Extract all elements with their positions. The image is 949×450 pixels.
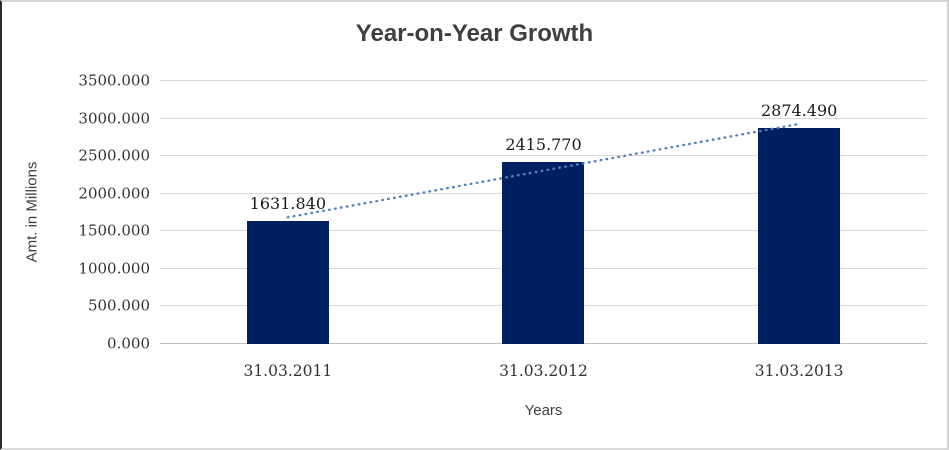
- category-slot: 2415.770: [416, 81, 672, 344]
- bar: [502, 162, 585, 344]
- category-slot: 1631.840: [160, 81, 416, 344]
- gridline: [160, 117, 927, 119]
- y-tick-label: 2000.000: [78, 184, 150, 203]
- bar-data-label: 2874.490: [760, 101, 838, 121]
- y-tick-label: 3000.000: [78, 109, 150, 128]
- y-axis-tick-labels: 0.000 500.000 1000.000 1500.000 2000.000 2500…: [2, 73, 150, 351]
- y-tick-label: 3500.000: [78, 71, 150, 90]
- bar: [246, 221, 329, 344]
- y-tick-label: 1000.000: [78, 259, 150, 278]
- y-tick-label: 500.000: [87, 296, 150, 315]
- gridline: [160, 80, 927, 81]
- y-tick-label: 2500.000: [78, 146, 150, 165]
- bar-data-label: 1631.840: [249, 194, 326, 214]
- gridline: [160, 155, 927, 157]
- y-tick-label: 1500.000: [78, 221, 150, 240]
- x-tick-label: 31.03.2011: [243, 362, 333, 380]
- x-axis-tick-labels: 31.03.2011 31.03.2012 31.03.2013: [160, 344, 927, 384]
- plot-area: 1631.840 2415.770 2874.490: [160, 80, 927, 344]
- bar-data-label: 2415.770: [505, 135, 582, 155]
- x-tick-label: 31.03.2012: [499, 362, 588, 380]
- x-tick-label: 31.03.2013: [754, 362, 844, 380]
- chart-title: Year-on-Year Growth: [355, 20, 594, 47]
- trendline: [286, 122, 801, 219]
- bar: [758, 128, 841, 344]
- x-axis-title: Years: [524, 402, 563, 419]
- category-slot: 2874.490: [671, 81, 927, 344]
- y-tick-label: 0.000: [107, 334, 150, 353]
